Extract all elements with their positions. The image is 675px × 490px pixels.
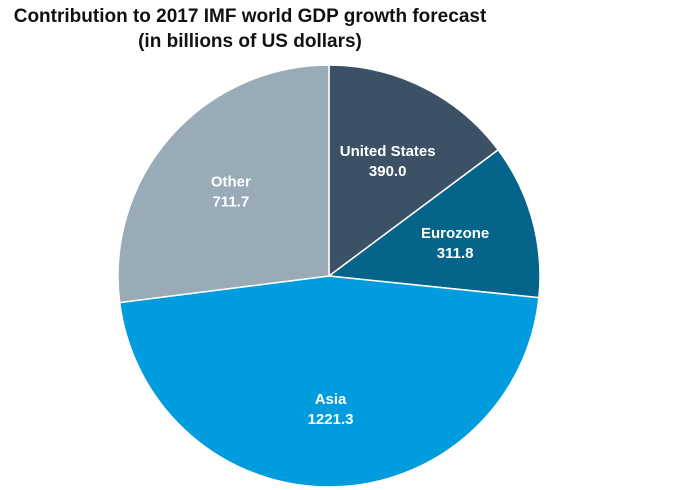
slice-value-united-states: 390.0 [369, 163, 407, 180]
slice-label-asia: Asia [315, 391, 347, 408]
slice-label-eurozone: Eurozone [421, 225, 489, 242]
slice-label-other: Other [211, 174, 251, 191]
pie-labels: United States 390.0 Eurozone 311.8 Asia 1221.… [211, 143, 489, 428]
pie-slice-asia [118, 275, 540, 488]
pie-slices [117, 64, 541, 488]
chart-title: Contribution to 2017 IMF world GDP growt… [13, 6, 487, 52]
slice-value-eurozone: 311.8 [437, 245, 474, 262]
pie-slice-united-states [328, 64, 500, 278]
pie-slice-eurozone [327, 148, 541, 299]
pie-slice-other [117, 64, 330, 304]
slice-value-asia: 1221.3 [308, 411, 354, 428]
slice-label-united-states: United States [340, 143, 436, 160]
slice-value-other: 711.7 [212, 194, 249, 211]
